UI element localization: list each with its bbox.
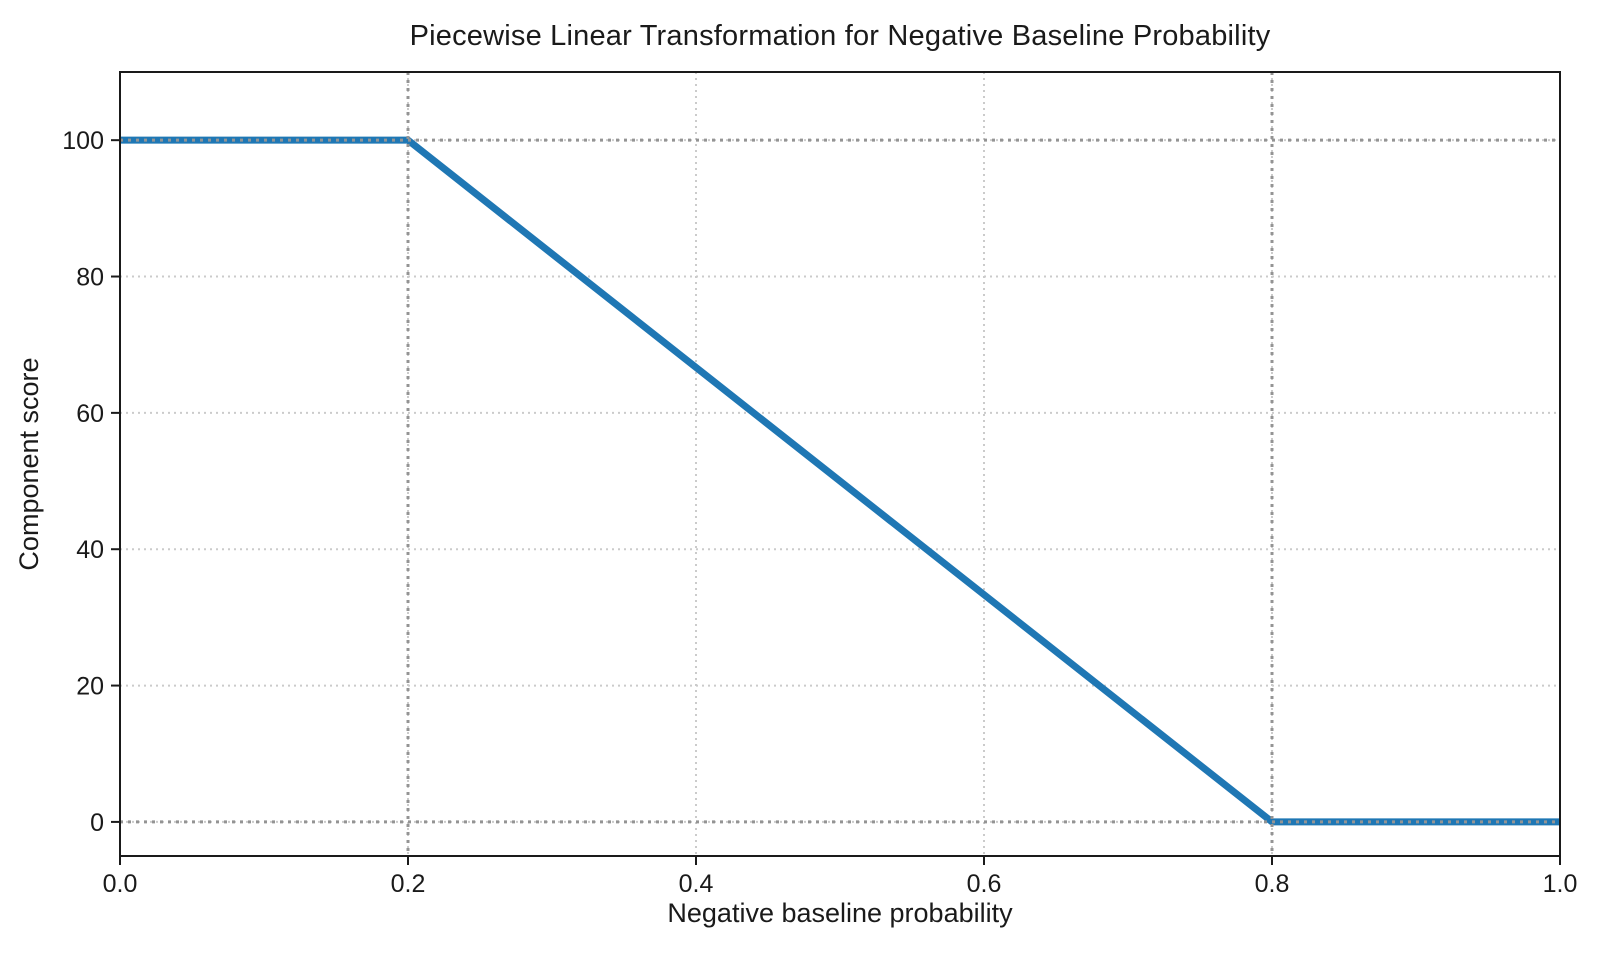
y-tick-label: 40: [76, 536, 104, 564]
plot-spines: [119, 71, 1561, 857]
x-tick-label: 1.0: [1543, 870, 1578, 898]
x-axis-label: Negative baseline probability: [667, 898, 1013, 928]
x-tick-label: 0.0: [103, 870, 138, 898]
x-tick-label: 0.4: [679, 870, 714, 898]
x-tick-label: 0.2: [391, 870, 426, 898]
series-line-piecewise-linear-transform: [120, 136, 1560, 826]
y-tick-label: 100: [62, 127, 104, 155]
x-tick-label: 0.8: [1255, 870, 1290, 898]
y-axis-label-text: Component score: [14, 357, 44, 571]
chart-title: Piecewise Linear Transformation for Nega…: [409, 20, 1271, 52]
y-tick-label: 60: [76, 400, 104, 428]
y-tick-label: 80: [76, 264, 104, 292]
y-tick-label: 20: [76, 673, 104, 701]
y-tick-label: 0: [90, 809, 104, 837]
x-tick-label: 0.6: [967, 870, 1002, 898]
